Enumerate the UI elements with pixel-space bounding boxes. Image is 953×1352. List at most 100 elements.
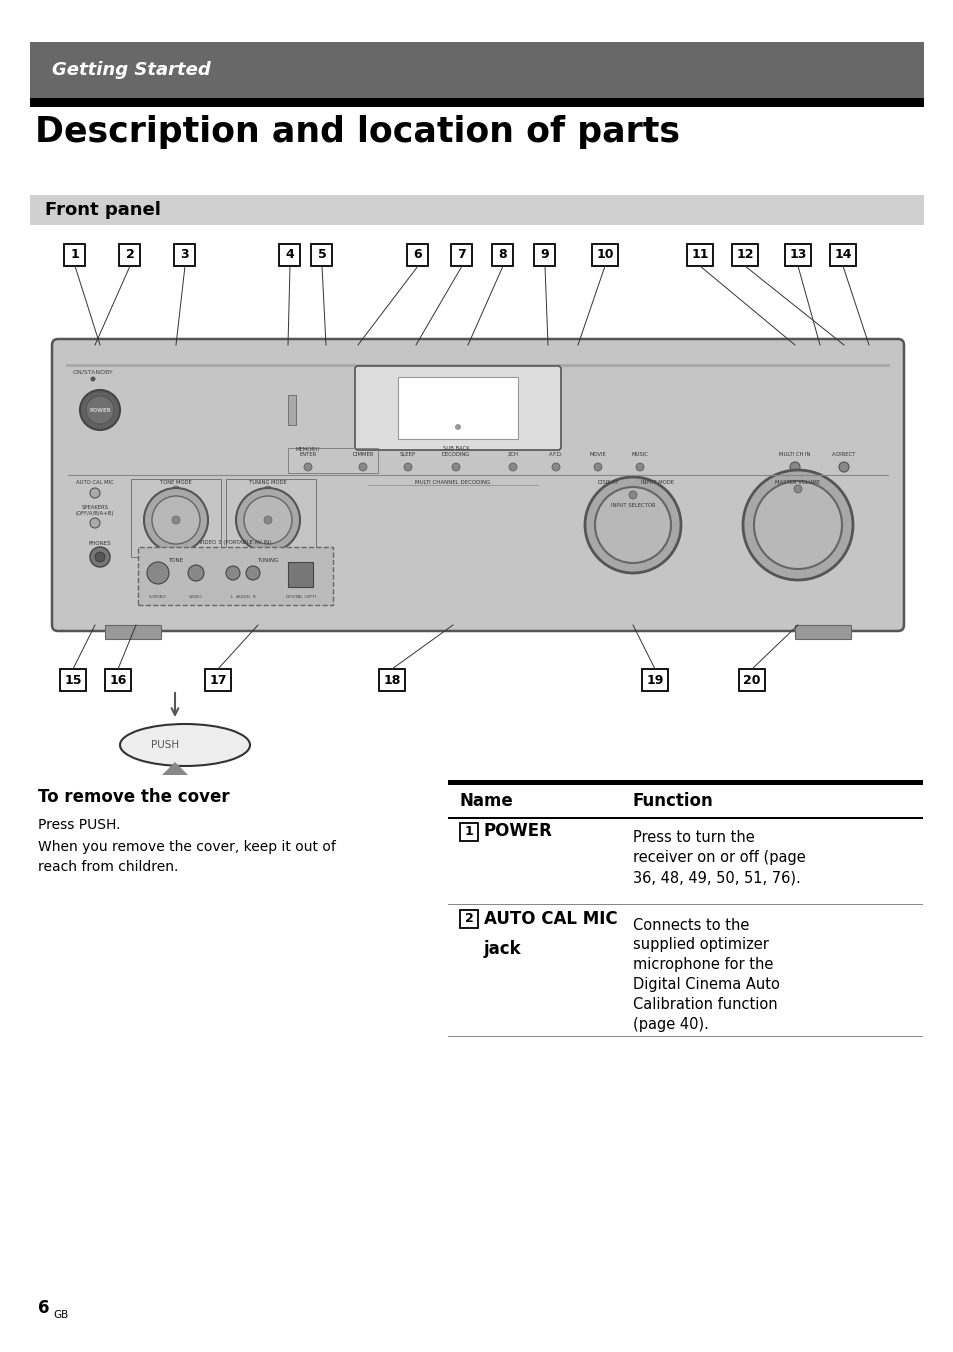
Text: PHONES: PHONES — [89, 541, 112, 546]
Text: MUSIC: MUSIC — [631, 452, 648, 457]
Text: S.VIDEO: S.VIDEO — [149, 595, 167, 599]
Text: AUTO CAL MIC: AUTO CAL MIC — [76, 480, 113, 485]
Text: ON/STANDBY: ON/STANDBY — [72, 370, 113, 375]
Text: SLEEP: SLEEP — [399, 452, 416, 457]
Text: 13: 13 — [788, 249, 806, 261]
Text: 8: 8 — [498, 249, 507, 261]
Text: 11: 11 — [691, 249, 708, 261]
Circle shape — [144, 488, 208, 552]
Text: DIGITAL (OPT): DIGITAL (OPT) — [286, 595, 315, 599]
Text: MULTI CH IN: MULTI CH IN — [779, 452, 810, 457]
Circle shape — [226, 566, 240, 580]
FancyBboxPatch shape — [641, 669, 667, 691]
Circle shape — [602, 487, 613, 498]
Text: Connects to the
supplied optimizer
microphone for the
Digital Cinema Auto
Calibr: Connects to the supplied optimizer micro… — [633, 918, 779, 1032]
FancyBboxPatch shape — [451, 243, 472, 266]
FancyBboxPatch shape — [534, 243, 555, 266]
Text: Press PUSH.: Press PUSH. — [38, 818, 120, 831]
Text: 14: 14 — [833, 249, 851, 261]
Text: 6: 6 — [414, 249, 422, 261]
Bar — [30, 42, 923, 97]
Bar — [448, 817, 923, 818]
Text: Getting Started: Getting Started — [52, 61, 211, 78]
Circle shape — [552, 462, 559, 470]
Text: Press to turn the
receiver on or off (page
36, 48, 49, 50, 51, 76).: Press to turn the receiver on or off (pa… — [633, 830, 805, 886]
Text: POWER: POWER — [89, 407, 111, 412]
Circle shape — [246, 566, 260, 580]
Polygon shape — [162, 763, 188, 775]
Circle shape — [789, 462, 800, 472]
Bar — [131, 479, 221, 557]
Circle shape — [636, 462, 643, 470]
Circle shape — [455, 425, 460, 430]
Circle shape — [90, 548, 110, 566]
Circle shape — [235, 488, 299, 552]
FancyBboxPatch shape — [492, 243, 513, 266]
Text: 2: 2 — [126, 249, 134, 261]
Circle shape — [95, 552, 105, 562]
Text: 10: 10 — [596, 249, 613, 261]
Text: 5: 5 — [317, 249, 326, 261]
Text: TUNING MODE: TUNING MODE — [249, 480, 287, 485]
Text: A.F.D.: A.F.D. — [548, 452, 562, 457]
Circle shape — [628, 491, 637, 499]
Bar — [30, 195, 923, 224]
Circle shape — [91, 376, 95, 381]
Text: When you remove the cover, keep it out of: When you remove the cover, keep it out o… — [38, 840, 335, 854]
Bar — [105, 625, 161, 639]
Circle shape — [244, 496, 292, 544]
FancyBboxPatch shape — [592, 243, 618, 266]
Circle shape — [172, 516, 180, 525]
Text: 17: 17 — [209, 673, 227, 687]
Text: Name: Name — [459, 792, 514, 810]
Text: 3: 3 — [180, 249, 189, 261]
Text: SUB BACK
DECODING: SUB BACK DECODING — [441, 446, 470, 457]
Circle shape — [742, 470, 852, 580]
Circle shape — [594, 462, 601, 470]
Text: 7: 7 — [457, 249, 466, 261]
Text: 6: 6 — [38, 1299, 50, 1317]
Bar — [397, 377, 517, 439]
Bar — [448, 780, 923, 786]
Circle shape — [304, 462, 312, 470]
FancyBboxPatch shape — [378, 669, 405, 691]
Text: VIDEO 3 (PORTABLE AV IN): VIDEO 3 (PORTABLE AV IN) — [199, 539, 272, 545]
Text: 2: 2 — [464, 913, 473, 925]
Text: TONE: TONE — [169, 558, 183, 562]
Circle shape — [172, 485, 180, 493]
Text: POWER: POWER — [483, 822, 553, 841]
Circle shape — [90, 488, 100, 498]
Bar — [30, 97, 923, 107]
Text: DISPLAY: DISPLAY — [597, 480, 618, 485]
Circle shape — [753, 481, 841, 569]
Text: 1: 1 — [464, 825, 473, 838]
Text: 4: 4 — [285, 249, 294, 261]
Text: MEMORY/
ENTER: MEMORY/ ENTER — [295, 446, 320, 457]
Text: Front panel: Front panel — [45, 201, 161, 219]
Text: AUTO CAL MIC: AUTO CAL MIC — [483, 910, 617, 927]
Text: 20: 20 — [742, 673, 760, 687]
Circle shape — [838, 462, 848, 472]
Circle shape — [509, 462, 517, 470]
Text: 16: 16 — [110, 673, 127, 687]
FancyBboxPatch shape — [174, 243, 195, 266]
Circle shape — [80, 389, 120, 430]
Bar — [226, 479, 315, 557]
Text: MULTI CHANNEL DECODING: MULTI CHANNEL DECODING — [415, 480, 490, 485]
FancyBboxPatch shape — [407, 243, 428, 266]
Text: 1: 1 — [71, 249, 79, 261]
Circle shape — [188, 565, 204, 581]
FancyBboxPatch shape — [355, 366, 560, 450]
Text: 19: 19 — [645, 673, 663, 687]
Bar — [288, 395, 295, 425]
Text: 2CH: 2CH — [507, 452, 517, 457]
Text: jack: jack — [483, 940, 521, 957]
Text: PUSH: PUSH — [151, 740, 179, 750]
Ellipse shape — [120, 725, 250, 767]
Text: TUNING: TUNING — [257, 558, 278, 562]
FancyBboxPatch shape — [784, 243, 810, 266]
Text: TONE MODE: TONE MODE — [160, 480, 192, 485]
FancyBboxPatch shape — [65, 243, 86, 266]
Bar — [288, 448, 377, 473]
Text: A.DIRECT: A.DIRECT — [831, 452, 855, 457]
